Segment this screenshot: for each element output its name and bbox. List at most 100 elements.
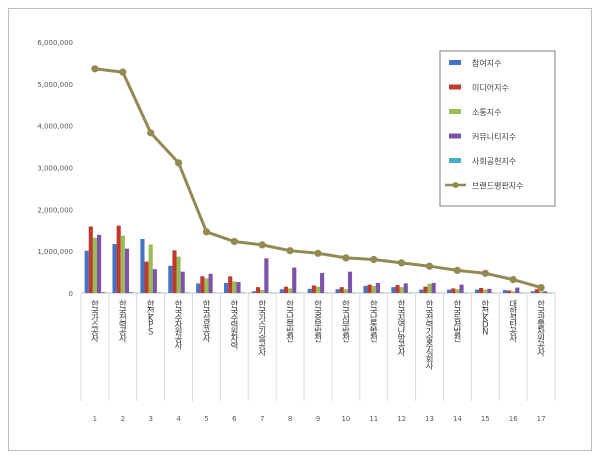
x-category-char: 한 xyxy=(258,300,266,310)
bar xyxy=(148,244,153,293)
bar xyxy=(487,288,492,293)
bar xyxy=(463,292,468,294)
bar xyxy=(168,265,173,293)
bar xyxy=(379,292,385,294)
x-category-number: 9 xyxy=(316,415,320,423)
x-category-char: 원 xyxy=(230,328,238,338)
bar xyxy=(176,256,181,293)
x-category-char: 지 xyxy=(398,314,406,324)
x-category-char: 자 xyxy=(175,321,183,331)
x-category-char: 국 xyxy=(119,307,127,317)
bar xyxy=(208,273,213,293)
x-category-char: D xyxy=(482,321,489,331)
y-tick-label: 4,000,000 xyxy=(37,123,73,131)
x-category-char: 회 xyxy=(426,355,434,365)
x-category-char: 석 xyxy=(203,313,211,324)
bar xyxy=(196,283,201,293)
bar xyxy=(363,285,368,293)
x-category-number: 2 xyxy=(121,415,125,423)
bar xyxy=(292,267,297,293)
x-category-char: 전 xyxy=(453,334,461,345)
x-category-char: 한 xyxy=(230,300,238,310)
bar xyxy=(152,269,157,293)
bar xyxy=(395,285,400,293)
x-category-char: 전 xyxy=(370,334,378,345)
bar xyxy=(296,292,301,294)
legend-label: 참여지수 xyxy=(472,58,501,68)
x-category-char: 사 xyxy=(258,348,266,358)
x-category-char: K xyxy=(483,314,489,324)
x-category-number: 6 xyxy=(232,415,237,423)
bar xyxy=(367,284,372,293)
bar xyxy=(547,292,552,294)
x-category-char: 력 xyxy=(230,320,238,331)
legend-label: 미디어지수 xyxy=(472,83,509,93)
x-category-char: 한 xyxy=(342,300,350,310)
x-category-char: 술 xyxy=(258,335,266,345)
x-category-char: 스 xyxy=(91,321,99,331)
x-category-char: 한 xyxy=(91,300,99,310)
x-category-char: 한 xyxy=(426,300,434,310)
chart-svg: 0 1,000,000 2,000,000 3,000,000 4,000,000 5,0… xyxy=(37,39,556,423)
x-category-char: 동 xyxy=(370,321,378,331)
x-category-char: 물 xyxy=(537,321,545,331)
x-category-char: 국 xyxy=(370,307,378,317)
bar xyxy=(483,289,488,293)
bar xyxy=(534,289,539,293)
bar xyxy=(256,287,261,293)
bar xyxy=(423,286,428,293)
x-category-char: 국 xyxy=(537,307,545,317)
bar xyxy=(232,281,237,293)
x-category-char: 한 xyxy=(509,307,517,317)
x-category-char: 발 xyxy=(342,327,350,338)
axes: 0 1,000,000 2,000,000 3,000,000 4,000,000 5,0… xyxy=(37,39,556,401)
bar xyxy=(88,226,93,293)
bar xyxy=(459,284,464,293)
x-category-char: 력 xyxy=(119,320,127,331)
x-category-char: 유 xyxy=(203,321,211,331)
x-category-char: 공 xyxy=(258,341,266,351)
x-category-number: 13 xyxy=(425,415,434,423)
bar xyxy=(427,283,432,293)
x-category-char: 사 xyxy=(119,335,127,345)
x-category-char: 국 xyxy=(175,307,183,317)
legend-swatch xyxy=(449,133,461,139)
line-point xyxy=(370,255,378,264)
x-category-char: 남 xyxy=(370,314,378,324)
x-category-char: 한 xyxy=(398,300,406,310)
line-point xyxy=(258,241,266,249)
x-category-char: 한 xyxy=(175,300,183,310)
legend-label: 사회공헌지수 xyxy=(472,157,516,166)
x-category-char: 광 xyxy=(537,313,545,324)
x-category-char: 자 xyxy=(230,335,238,345)
x-category-char: 중 xyxy=(314,314,322,324)
x-category-char: 국 xyxy=(286,307,294,317)
bar xyxy=(156,292,162,293)
x-category-number: 10 xyxy=(341,415,350,423)
x-category-char: 한 xyxy=(286,300,294,310)
x-category-char: 사 xyxy=(398,348,406,358)
x-category-char: 서 xyxy=(453,321,461,331)
line-point xyxy=(175,159,183,167)
line-point xyxy=(481,269,489,277)
x-category-char: 국 xyxy=(398,307,406,317)
x-category-char: 가 xyxy=(258,314,266,324)
x-category-char: 전 xyxy=(119,313,127,324)
line-point xyxy=(91,65,99,73)
x-category-char: 한 xyxy=(370,300,378,310)
x-category-char: 력 xyxy=(230,340,238,351)
x-category-number: 4 xyxy=(176,415,181,423)
line-point xyxy=(453,266,461,274)
line-point xyxy=(425,262,434,270)
bar xyxy=(315,286,321,293)
y-tick-label: 0 xyxy=(69,290,73,298)
x-category-char: 국 xyxy=(258,307,266,317)
x-category-char: 방 xyxy=(398,334,406,345)
line-point xyxy=(314,249,322,257)
